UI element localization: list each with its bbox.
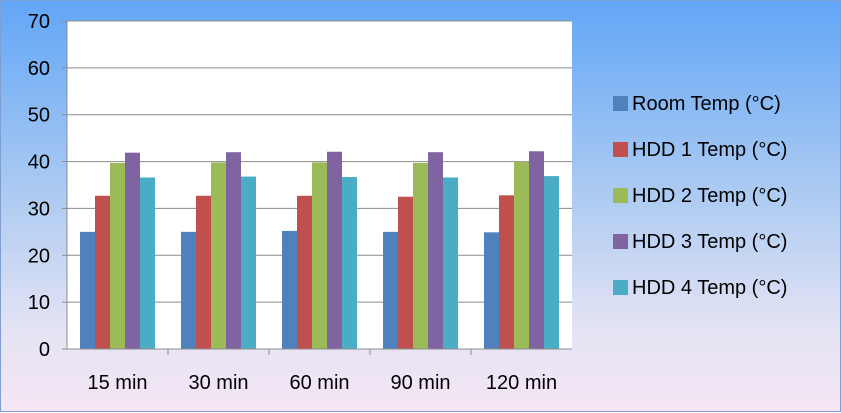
x-tick-label: 90 min: [390, 372, 450, 394]
bar-4-30-min: [226, 152, 241, 349]
y-tick-label: 30: [28, 198, 50, 220]
legend-label: Room Temp (°C): [632, 93, 781, 115]
axes: 0 10 20 30 40 50 60 70 15 min 30 min 60 min 90 min 1…: [28, 11, 572, 394]
bar-3-120-min: [514, 162, 529, 349]
y-tick-label: 20: [28, 245, 50, 267]
bars: [80, 151, 559, 349]
bar-5-15-min: [140, 177, 155, 349]
bar-1-30-min: [181, 231, 196, 349]
bar-3-90-min: [413, 162, 428, 349]
bar-1-15-min: [80, 231, 95, 349]
bar-3-30-min: [211, 162, 226, 349]
x-tick-label: 15 min: [87, 372, 147, 394]
y-tick-label: 50: [28, 105, 50, 127]
bar-4-60-min: [327, 151, 342, 349]
bar-2-120-min: [499, 195, 514, 349]
bar-2-90-min: [398, 196, 413, 349]
legend-label: HDD 4 Temp (°C): [632, 277, 787, 299]
bar-3-15-min: [110, 162, 125, 349]
bar-3-60-min: [312, 162, 327, 349]
y-tick-label: 40: [28, 152, 50, 174]
y-tick-label: 10: [28, 292, 50, 314]
x-tick-label: 30 min: [188, 372, 248, 394]
bar-4-15-min: [125, 152, 140, 349]
legend-label: HDD 1 Temp (°C): [632, 139, 787, 161]
legend-swatch: [613, 188, 628, 203]
legend-swatch: [613, 96, 628, 111]
legend-swatch: [613, 142, 628, 157]
y-tick-label: 60: [28, 58, 50, 80]
y-tick-label: 0: [39, 339, 50, 361]
bar-4-120-min: [529, 151, 544, 349]
x-tick-label: 120 min: [486, 372, 557, 394]
legend-label: HDD 3 Temp (°C): [632, 231, 787, 253]
y-tick-label: 70: [28, 11, 50, 33]
bar-5-30-min: [241, 176, 256, 349]
bar-2-30-min: [196, 195, 211, 349]
bar-5-120-min: [544, 176, 559, 349]
bar-4-90-min: [428, 152, 443, 349]
legend-swatch: [613, 280, 628, 295]
bar-1-60-min: [282, 230, 297, 349]
legend-label: HDD 2 Temp (°C): [632, 185, 787, 207]
bar-1-120-min: [484, 232, 499, 349]
x-tick-label: 60 min: [289, 372, 349, 394]
legend: Room Temp (°C) HDD 1 Temp (°C) HDD 2 Temp …: [613, 93, 787, 299]
bar-2-15-min: [95, 195, 110, 349]
bar-1-90-min: [383, 231, 398, 349]
bar-5-60-min: [342, 177, 357, 349]
bar-5-90-min: [443, 177, 458, 349]
legend-swatch: [613, 234, 628, 249]
bar-2-60-min: [297, 195, 312, 349]
